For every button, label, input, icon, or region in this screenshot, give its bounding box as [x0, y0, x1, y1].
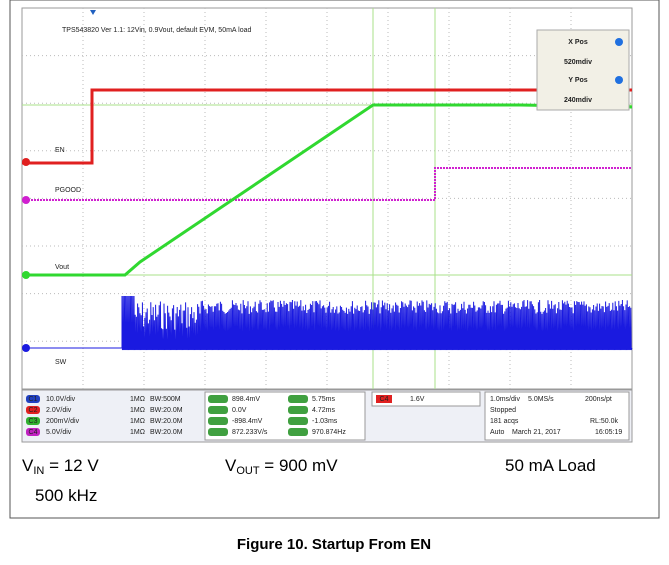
acq-record-length: RL:50.0k [590, 418, 619, 425]
caption-part: V [22, 456, 34, 475]
caption-part: 50 mA Load [505, 456, 596, 475]
channel-impedance: 1MΩ [130, 407, 145, 414]
cursor-label: Y Pos [568, 77, 587, 84]
acq-resolution: 200ns/pt [585, 396, 612, 403]
acq-acqs: 181 acqs [490, 418, 519, 425]
caption-part: IN [33, 465, 44, 477]
measure-badge [208, 395, 228, 403]
measure-badge [288, 428, 308, 436]
measure-badge [288, 417, 308, 425]
channel-badge-text: C4 [29, 429, 38, 436]
measure-value: -1.03ms [312, 418, 338, 425]
channel-impedance: 1MΩ [130, 418, 145, 425]
trace-label: PGOOD [55, 187, 81, 194]
channel-impedance: 1MΩ [130, 429, 145, 436]
channel-bandwidth: BW:20.0M [150, 418, 183, 425]
channel-impedance: 1MΩ [130, 396, 145, 403]
channel-badge-text: C2 [29, 407, 38, 414]
cursor-icon [615, 38, 623, 46]
measure-badge [208, 428, 228, 436]
cursor-icon [615, 76, 623, 84]
measure-badge [288, 406, 308, 414]
caption-part: 500 kHz [35, 486, 97, 505]
acq-date: March 21, 2017 [512, 429, 561, 436]
channel-scale: 200mV/div [46, 418, 80, 425]
measure-value: 872.233V/s [232, 429, 268, 436]
acq-sample-rate: 5.0MS/s [528, 396, 554, 403]
measure-value: -898.4mV [232, 418, 263, 425]
figure-caption: Figure 10. Startup From EN [237, 536, 431, 553]
caption-part: V [225, 456, 237, 475]
trace-marker [22, 344, 30, 352]
acq-state: Stopped [490, 407, 516, 414]
measure-badge [208, 406, 228, 414]
measure-value: 0.0V [232, 407, 247, 414]
acq-time-scale: 1.0ms/div [490, 396, 520, 403]
trigger-badge-text: C4 [380, 396, 389, 403]
trace-marker [22, 158, 30, 166]
channel-scale: 5.0V/div [46, 429, 72, 436]
trace-label: SW [55, 359, 67, 366]
channel-scale: 10.0V/div [46, 396, 76, 403]
measure-value: 5.75ms [312, 396, 335, 403]
channel-bandwidth: BW:20.0M [150, 407, 183, 414]
measure-value: 970.874Hz [312, 429, 346, 436]
trace-label: EN [55, 147, 65, 154]
measure-badge [208, 417, 228, 425]
trace-marker [22, 271, 30, 279]
acq-time: 16:05:19 [595, 429, 622, 436]
acq-mode: Auto [490, 429, 505, 436]
measure-value: 898.4mV [232, 396, 260, 403]
figure: TPS543820 Ver 1.1: 12Vin, 0.9Vout, defau… [0, 0, 669, 560]
cursor-value: 240mdiv [564, 97, 592, 104]
cursor-value: 520mdiv [564, 59, 592, 66]
channel-badge-text: C3 [29, 418, 38, 425]
caption-part: = 12 V [44, 456, 99, 475]
caption: VOUT = 900 mV [225, 456, 338, 476]
caption-part: OUT [236, 465, 260, 477]
cursor-label: X Pos [568, 39, 588, 46]
trigger-level: 1.6V [410, 396, 425, 403]
trace-label: Vout [55, 264, 69, 271]
caption: 500 kHz [35, 486, 97, 505]
channel-badge-text: C1 [29, 396, 38, 403]
caption: 50 mA Load [505, 456, 596, 475]
caption: VIN = 12 V [22, 456, 99, 476]
cursor-panel: X Pos 520mdiv Y Pos 240mdiv [537, 30, 629, 110]
channel-bandwidth: BW:500M [150, 396, 181, 403]
channel-scale: 2.0V/div [46, 407, 72, 414]
caption-part: = 900 mV [260, 456, 339, 475]
channel-bandwidth: BW:20.0M [150, 429, 183, 436]
scope-title: TPS543820 Ver 1.1: 12Vin, 0.9Vout, defau… [62, 27, 251, 34]
trace-marker [22, 196, 30, 204]
measure-badge [288, 395, 308, 403]
measure-value: 4.72ms [312, 407, 335, 414]
